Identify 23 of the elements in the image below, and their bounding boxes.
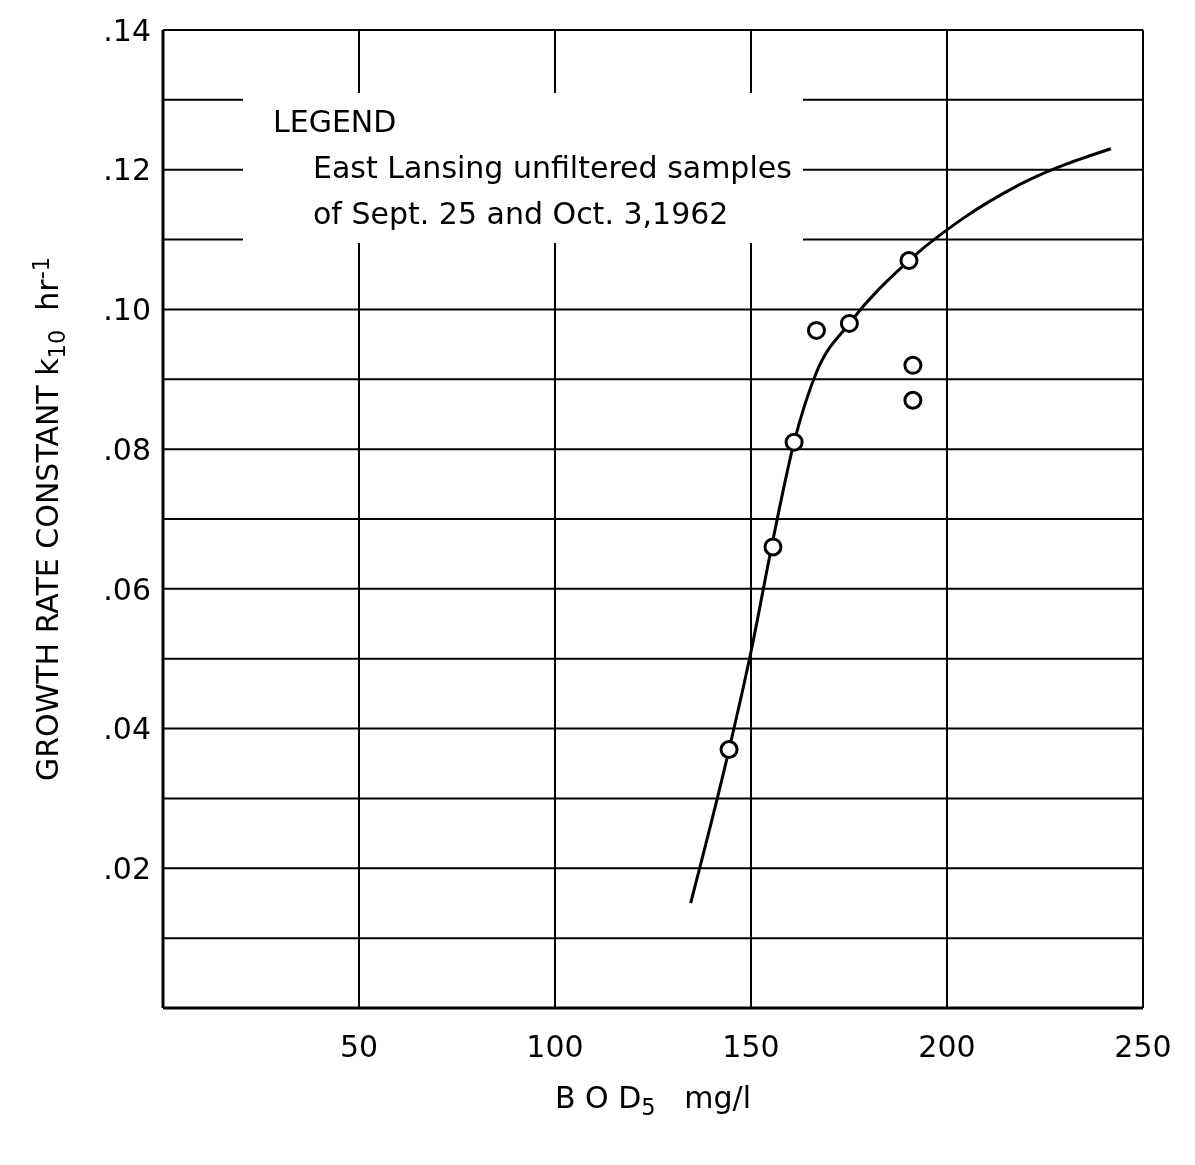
point (719, 740, 739, 760)
x-tick-label: 150 (722, 1029, 780, 1065)
point (839, 313, 859, 333)
point (806, 320, 826, 340)
y-tick-label: .04 (103, 711, 151, 747)
x-tick-label: 200 (918, 1029, 976, 1065)
x-tick-label: 100 (526, 1029, 584, 1065)
annotation: LEGEND (272, 103, 398, 141)
point (899, 251, 919, 271)
y-tick-label: .06 (103, 571, 151, 607)
text: B O D$_{5}$ mg/l (554, 1080, 752, 1120)
point (903, 355, 923, 375)
point (784, 432, 804, 452)
y-tick-label: .08 (103, 431, 151, 467)
y-tick-label: .14 (103, 12, 151, 48)
x-tick-label: 250 (1114, 1029, 1172, 1065)
point (763, 537, 783, 557)
y-tick-label: .12 (103, 152, 151, 188)
x-tick-label: 50 (339, 1029, 379, 1065)
annotation: East Lansing unfiltered samples of Sept. 25 and Oct. 3,1962 (312, 149, 793, 233)
point (903, 390, 923, 410)
y-tick-label: .02 (103, 850, 151, 886)
y-tick-label: .10 (103, 292, 151, 328)
